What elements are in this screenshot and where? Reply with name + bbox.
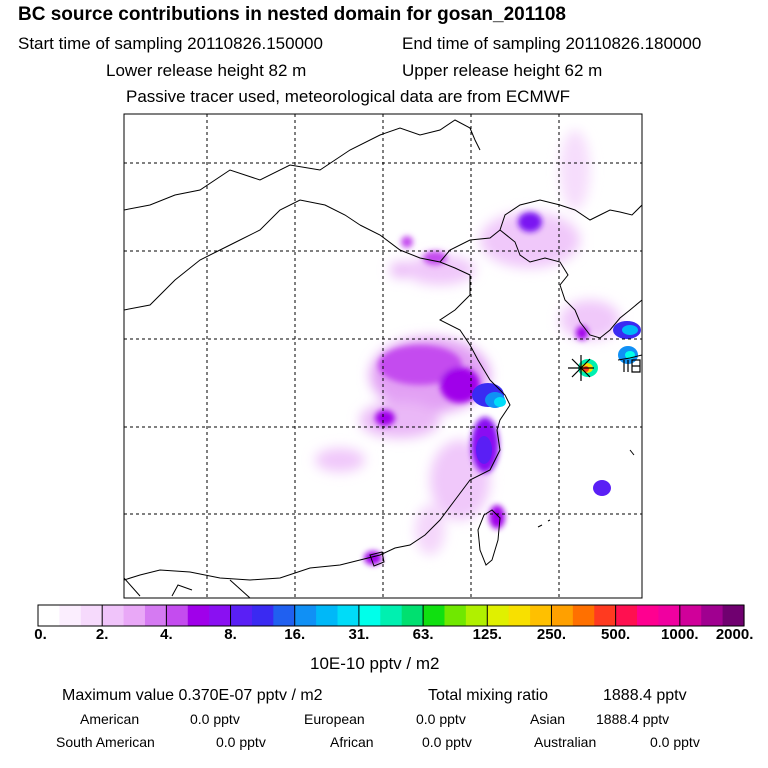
receptor-tag-icon	[623, 359, 641, 373]
colorbar-cell	[722, 605, 745, 626]
region-name: European	[304, 711, 365, 727]
colorbar-cell	[380, 605, 403, 626]
colorbar-tick-label: 250.	[536, 626, 567, 643]
colorbar-cell	[294, 605, 317, 626]
region-value: 0.0 pptv	[650, 734, 700, 750]
colorbar-tick-label: 4.	[160, 626, 173, 643]
colorbar-cell	[166, 605, 189, 626]
region-value: 0.0 pptv	[216, 734, 266, 750]
receptor-star-icon	[568, 355, 594, 381]
colorbar-cell	[316, 605, 339, 626]
colorbar-cell	[572, 605, 595, 626]
colorbar-cell	[273, 605, 296, 626]
colorbar-cell	[551, 605, 574, 626]
max-value-label: Maximum value 0.370E-07 pptv / m2	[62, 687, 323, 704]
colorbar-cell	[508, 605, 531, 626]
colorbar-tick-label: 125.	[472, 626, 502, 643]
region-value: 1888.4 pptv	[596, 711, 670, 727]
colorbar-cell	[679, 605, 702, 626]
colorbar-cell	[530, 605, 553, 626]
chart-title: BC source contributions in nested domain…	[18, 4, 566, 25]
colorbar-frame	[37, 604, 745, 627]
colorbar-cell	[701, 605, 724, 626]
colorbar	[37, 604, 745, 627]
colorbar-cell	[337, 605, 360, 626]
lower-release-label: Lower release height 82 m	[106, 61, 307, 80]
colorbar-tick-label: 1000.	[661, 626, 699, 643]
colorbar-tick-label: 63.	[412, 626, 434, 643]
colorbar-cell	[59, 605, 82, 626]
colorbar-cell	[401, 605, 424, 626]
region-name: African	[330, 734, 374, 750]
coastline	[124, 119, 642, 598]
colorbar-tick-label: 8.	[224, 626, 237, 643]
colorbar-tick-label: 31.	[348, 626, 370, 643]
colorbar-tick-label: 0.	[34, 626, 47, 643]
region-name: American	[80, 711, 140, 727]
total-mixing-label: Total mixing ratio	[428, 687, 549, 704]
colorbar-cell	[38, 605, 60, 626]
colorbar-cell	[187, 605, 210, 626]
colorbar-cell	[144, 605, 167, 626]
colorbar-tick-label: 2000.	[715, 626, 754, 643]
region-name: Asian	[530, 711, 566, 727]
map-frame	[123, 113, 643, 599]
total-mixing-value: 1888.4 pptv	[603, 687, 687, 704]
colorbar-cell	[80, 605, 103, 626]
colorbar-cell	[637, 605, 660, 626]
upper-release-label: Upper release height 62 m	[402, 61, 603, 80]
colorbar-cell	[230, 605, 253, 626]
graticule	[124, 114, 642, 598]
region-value: 0.0 pptv	[422, 734, 472, 750]
colorbar-cell	[209, 605, 232, 626]
tracer-label: Passive tracer used, meteorological data…	[126, 87, 571, 106]
colorbar-cell	[423, 605, 446, 626]
colorbar-cell	[123, 605, 146, 626]
region-name: Australian	[534, 734, 597, 750]
region-value: 0.0 pptv	[190, 711, 240, 727]
colorbar-unit: 10E-10 pptv / m2	[310, 654, 440, 673]
colorbar-cell	[465, 605, 488, 626]
colorbar-cell	[487, 605, 510, 626]
colorbar-cell	[251, 605, 274, 626]
colorbar-tick-label: 16.	[284, 626, 306, 643]
end-time-label: End time of sampling 20110826.180000	[402, 34, 702, 53]
colorbar-cell	[615, 605, 638, 626]
colorbar-tick-label: 2.	[95, 626, 109, 643]
colorbar-tick-label: 500.	[601, 626, 631, 643]
colorbar-cell	[444, 605, 467, 626]
colorbar-cell	[594, 605, 617, 626]
colorbar-cell	[102, 605, 125, 626]
colorbar-cell	[358, 605, 381, 626]
start-time-label: Start time of sampling 20110826.150000	[18, 34, 323, 53]
region-name: South American	[56, 734, 155, 750]
region-value: 0.0 pptv	[416, 711, 466, 727]
colorbar-cell	[658, 605, 681, 626]
